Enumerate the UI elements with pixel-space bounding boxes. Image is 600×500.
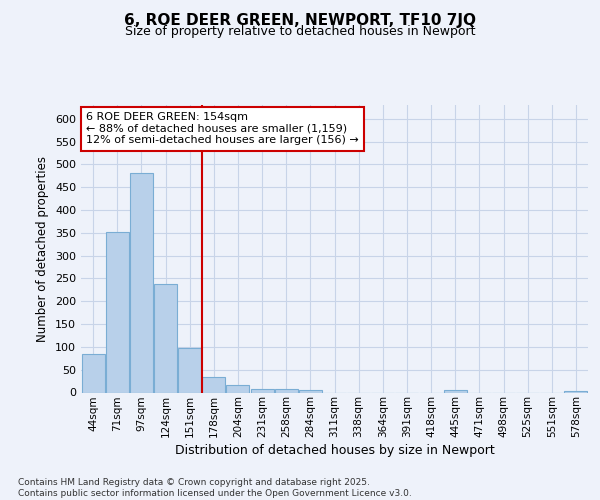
- Bar: [565, 391, 587, 392]
- Bar: [202, 376, 225, 392]
- X-axis label: Distribution of detached houses by size in Newport: Distribution of detached houses by size …: [175, 444, 494, 458]
- Bar: [106, 232, 128, 392]
- Bar: [82, 354, 104, 393]
- Bar: [275, 390, 298, 392]
- Bar: [226, 384, 250, 392]
- Bar: [299, 390, 322, 392]
- Y-axis label: Number of detached properties: Number of detached properties: [37, 156, 49, 342]
- Bar: [178, 348, 201, 393]
- Text: 6 ROE DEER GREEN: 154sqm
← 88% of detached houses are smaller (1,159)
12% of sem: 6 ROE DEER GREEN: 154sqm ← 88% of detach…: [86, 112, 359, 146]
- Text: Contains HM Land Registry data © Crown copyright and database right 2025.
Contai: Contains HM Land Registry data © Crown c…: [18, 478, 412, 498]
- Bar: [251, 390, 274, 392]
- Bar: [444, 390, 467, 392]
- Bar: [130, 174, 153, 392]
- Bar: [154, 284, 177, 393]
- Text: 6, ROE DEER GREEN, NEWPORT, TF10 7JQ: 6, ROE DEER GREEN, NEWPORT, TF10 7JQ: [124, 12, 476, 28]
- Text: Size of property relative to detached houses in Newport: Size of property relative to detached ho…: [125, 25, 475, 38]
